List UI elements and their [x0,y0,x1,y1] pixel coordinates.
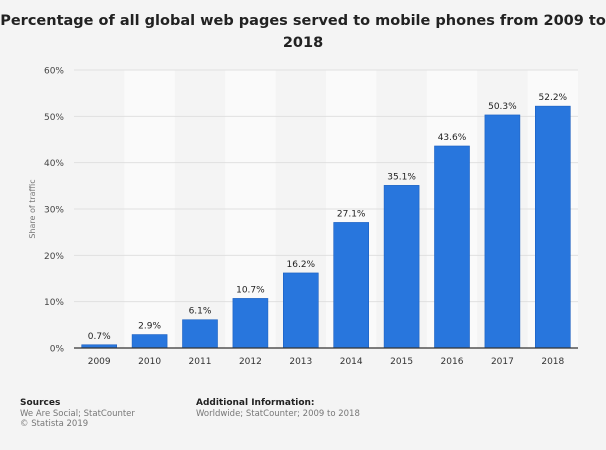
data-label: 6.1% [189,307,212,317]
bar [484,114,521,349]
x-tick-label: 2016 [441,357,464,367]
y-tick-label: 0% [50,345,65,355]
bar [434,145,470,349]
x-tick-label: 2018 [541,357,564,367]
y-tick-label: 50% [44,113,64,123]
x-tick-label: 2013 [289,357,312,367]
y-tick-label: 40% [44,159,64,169]
bar [333,222,370,349]
y-axis-label: Share of traffic [28,179,37,238]
additional-info-text: Worldwide; StatCounter; 2009 to 2018 [196,408,360,419]
y-tick-label: 60% [44,67,64,77]
x-tick-label: 2015 [390,357,413,367]
x-tick-label: 2009 [88,357,111,367]
chart-title: Percentage of all global web pages serve… [0,13,606,51]
sources-heading: Sources [20,398,61,408]
y-tick-label: 10% [44,298,64,308]
data-label: 50.3% [488,102,517,112]
bar [131,334,168,349]
data-label: 0.7% [88,332,111,342]
x-tick-label: 2010 [138,357,161,367]
bar [534,105,571,349]
data-label: 27.1% [337,209,366,219]
sources-text[interactable]: We Are Social; StatCounter [20,408,135,419]
data-label: 52.2% [539,93,568,103]
data-label: 16.2% [287,260,316,270]
data-label: 35.1% [387,172,416,182]
x-tick-label: 2012 [239,357,262,367]
additional-info-block: Additional Information: Worldwide; StatC… [196,398,360,419]
sources-block: Sources We Are Social; StatCounter © Sta… [20,398,135,430]
x-tick-label: 2011 [189,357,212,367]
data-label: 10.7% [236,285,265,295]
data-label: 43.6% [438,133,467,143]
y-tick-label: 30% [44,206,64,216]
bar [182,319,218,349]
additional-info-heading: Additional Information: [196,398,315,408]
copyright-text: © Statista 2019 [20,419,89,429]
x-tick-label: 2017 [491,357,514,367]
y-tick-label: 20% [44,252,64,262]
bar [282,272,319,349]
bar [383,185,420,349]
x-tick-label: 2014 [340,357,363,367]
bar [232,298,269,349]
data-label: 2.9% [138,322,161,332]
